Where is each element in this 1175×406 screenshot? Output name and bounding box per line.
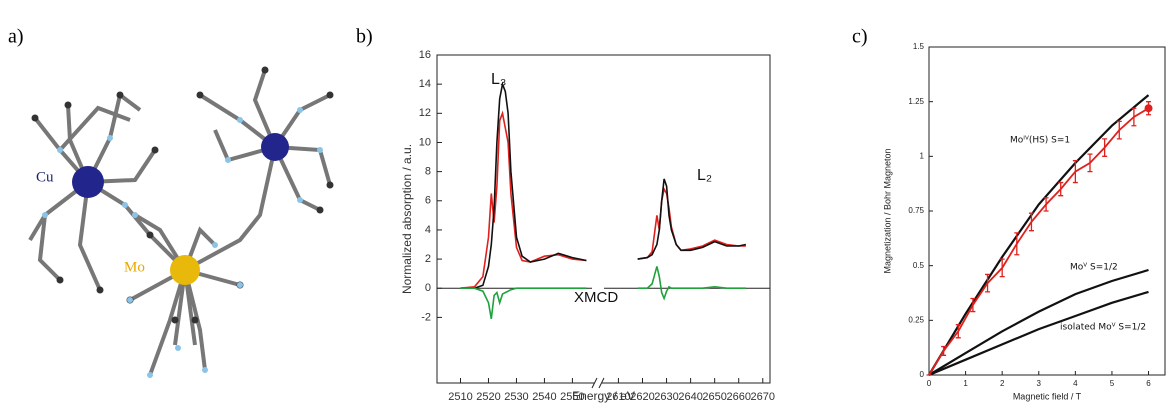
panel-label: b) xyxy=(356,26,373,48)
error-bar xyxy=(1087,153,1093,173)
y-tick-label: 0.5 xyxy=(913,261,925,270)
error-bar xyxy=(1028,212,1034,232)
magnetization-line xyxy=(928,94,1150,376)
x-axis-label: Magnetic field / T xyxy=(1013,391,1082,401)
y-tick-label: 14 xyxy=(419,78,431,90)
annotation: L₂ xyxy=(697,167,712,184)
spectrum-line xyxy=(460,81,587,289)
error-bar xyxy=(1072,160,1078,184)
x-tick-label: 2550 xyxy=(560,391,584,403)
y-tick-label: 4 xyxy=(425,224,431,236)
spectrum-line xyxy=(460,110,587,289)
x-tick-label: 2520 xyxy=(476,391,500,403)
annotation: XMCD xyxy=(574,289,618,306)
y-tick-label: 1 xyxy=(920,151,925,160)
x-tick-label: 4 xyxy=(1073,379,1078,388)
error-bar xyxy=(1131,107,1137,127)
x-tick-label: 2610 xyxy=(606,391,630,403)
x-tick-label: 1 xyxy=(963,379,968,388)
axis-break xyxy=(594,377,602,389)
spectrum-line xyxy=(637,186,746,260)
x-tick-label: 2620 xyxy=(630,391,654,403)
x-tick-label: 2510 xyxy=(448,391,472,403)
error-bar xyxy=(985,273,991,293)
x-tick-label: 2540 xyxy=(532,391,556,403)
y-tick-label: 0 xyxy=(425,282,431,294)
y-tick-label: 0 xyxy=(920,370,925,379)
error-bar xyxy=(999,258,1005,278)
panel-label: a) xyxy=(8,26,24,48)
molecule-atoms xyxy=(31,66,334,378)
axis-break xyxy=(591,377,605,389)
annotation: Moᴵⱽ(HS) S=1 xyxy=(1010,136,1070,146)
x-tick-label: 6 xyxy=(1146,379,1151,388)
x-tick-label: 2650 xyxy=(702,391,726,403)
data-point xyxy=(1144,104,1153,113)
y-tick-label: 1.25 xyxy=(908,97,924,106)
error-bar xyxy=(970,297,976,313)
annotation: isolated Moⱽ S=1/2 xyxy=(1060,323,1146,333)
plot-frame xyxy=(436,54,771,384)
y-tick-label: 12 xyxy=(419,107,431,119)
y-tick-label: 0.25 xyxy=(908,315,924,324)
error-bar xyxy=(1102,138,1108,157)
y-tick-label: 1.5 xyxy=(913,42,925,51)
y-tick-label: 2 xyxy=(425,253,431,265)
x-tick-label: 2660 xyxy=(726,391,750,403)
x-tick-label: 2 xyxy=(1000,379,1005,388)
annotation: Moⱽ S=1/2 xyxy=(1070,263,1118,273)
y-tick-label: 8 xyxy=(425,166,431,178)
magnetization-line xyxy=(928,268,1149,376)
atom-label: Mo xyxy=(124,259,145,275)
x-tick-label: 2670 xyxy=(751,391,775,403)
spectrum-line xyxy=(460,287,587,320)
molecule xyxy=(28,69,332,376)
x-tick-label: 3 xyxy=(1037,379,1042,388)
panel-label: c) xyxy=(852,26,868,48)
error-bar xyxy=(1116,120,1122,140)
spectrum-line xyxy=(637,266,746,301)
error-bar xyxy=(1014,232,1020,256)
x-tick-label: 5 xyxy=(1110,379,1115,388)
spectrum-line xyxy=(637,178,747,260)
magnetization-line xyxy=(928,290,1149,377)
error-bar xyxy=(941,345,947,356)
x-tick-label: 2530 xyxy=(504,391,528,403)
x-tick-label: 2640 xyxy=(678,391,702,403)
error-bar xyxy=(1058,181,1064,197)
y-tick-label: 16 xyxy=(419,49,431,61)
x-tick-label: 0 xyxy=(927,379,932,388)
error-bar xyxy=(1043,197,1049,212)
annotation: L₃ xyxy=(491,71,506,88)
y-axis-label: Normalized absorption / a.u. xyxy=(400,144,414,294)
y-tick-label: -2 xyxy=(421,311,431,323)
atom-label: Cu xyxy=(36,169,54,185)
error-bar xyxy=(955,324,961,339)
y-axis-label: Magnetization / Bohr Magneton xyxy=(882,148,892,273)
magnetization-line xyxy=(928,107,1149,376)
y-tick-label: 10 xyxy=(419,136,431,148)
y-tick-label: 0.75 xyxy=(908,206,924,215)
y-tick-label: 6 xyxy=(425,195,431,207)
x-tick-label: 2630 xyxy=(654,391,678,403)
x-axis-label: Energy / eV xyxy=(572,389,635,403)
